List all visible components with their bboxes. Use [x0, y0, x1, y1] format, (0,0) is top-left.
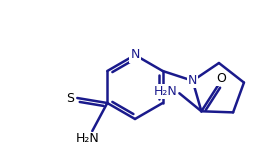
Text: N: N [188, 74, 197, 87]
Text: H₂N: H₂N [75, 132, 99, 146]
Text: S: S [66, 91, 74, 105]
Text: H₂N: H₂N [154, 85, 177, 98]
Text: N: N [130, 49, 140, 61]
Text: O: O [217, 72, 226, 85]
